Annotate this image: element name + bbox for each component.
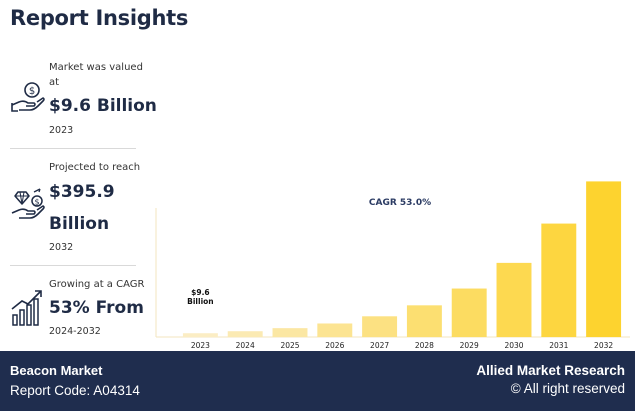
stat-label: Growing at a CAGR xyxy=(49,279,145,290)
bar-2026 xyxy=(317,323,353,337)
x-tick-label: 2023 xyxy=(191,341,210,350)
bar-2031 xyxy=(541,223,577,337)
stat-year: 2023 xyxy=(49,125,74,136)
stat-year: 2024-2032 xyxy=(49,326,101,337)
cagr-annotation: CAGR 53.0% xyxy=(369,198,431,208)
bar-2032 xyxy=(586,181,622,337)
stat-label: Market was valued at xyxy=(49,62,143,88)
stat-label: Projected to reach xyxy=(49,162,141,173)
stat-projected-value: $ Projected to reach $395.9 Billion 2032 xyxy=(10,160,150,260)
x-tick-label: 2029 xyxy=(460,341,479,350)
stat-value: 53% From xyxy=(49,298,144,318)
bar-2024 xyxy=(227,331,263,337)
growth-chart-icon xyxy=(10,287,46,331)
x-tick-label: 2027 xyxy=(370,341,389,350)
bar-2027 xyxy=(362,316,398,337)
x-tick-label: 2032 xyxy=(594,341,613,350)
x-tick-label: 2024 xyxy=(236,341,255,350)
divider xyxy=(10,265,136,266)
x-tick-label: 2026 xyxy=(325,341,344,350)
page-title: Report Insights xyxy=(10,6,189,30)
divider xyxy=(10,148,136,149)
svg-text:$: $ xyxy=(34,198,39,207)
stat-market-value: $ Market was valued at $9.6 Billion 2023 xyxy=(10,58,157,138)
bar-2025 xyxy=(272,328,308,337)
stat-value: $9.6 Billion xyxy=(49,96,157,116)
diamond-hand-icon: $ xyxy=(10,188,46,228)
x-tick-label: 2025 xyxy=(280,341,299,350)
bar-2030 xyxy=(496,262,532,337)
svg-text:$: $ xyxy=(29,86,35,97)
bar-2029 xyxy=(451,288,487,337)
x-tick-label: 2031 xyxy=(549,341,568,350)
report-code: Report Code: A04314 xyxy=(10,383,140,398)
bar-2028 xyxy=(406,305,442,337)
stat-value: $395.9 Billion xyxy=(49,182,115,234)
copyright: © All right reserved xyxy=(510,381,625,396)
money-hand-icon: $ xyxy=(10,80,46,120)
market-chart: 2023 2024 2025 2026 2027 2028 2029 2030 2031 2032… xyxy=(150,160,635,355)
stat-year: 2032 xyxy=(49,242,74,253)
x-tick-label: 2028 xyxy=(415,341,434,350)
data-label: $9.6 Billion xyxy=(187,288,214,306)
product-name: Beacon Market xyxy=(10,363,103,378)
footer: Beacon Market Report Code: A04314 Allied… xyxy=(0,351,635,411)
bar-2023 xyxy=(182,333,218,337)
bar-chart: 2023 2024 2025 2026 2027 2028 2029 2030 2031 2032… xyxy=(155,181,630,350)
brand-name: Allied Market Research xyxy=(476,363,625,378)
x-tick-label: 2030 xyxy=(504,341,523,350)
stat-cagr: Growing at a CAGR 53% From 2024-2032 xyxy=(10,277,150,347)
